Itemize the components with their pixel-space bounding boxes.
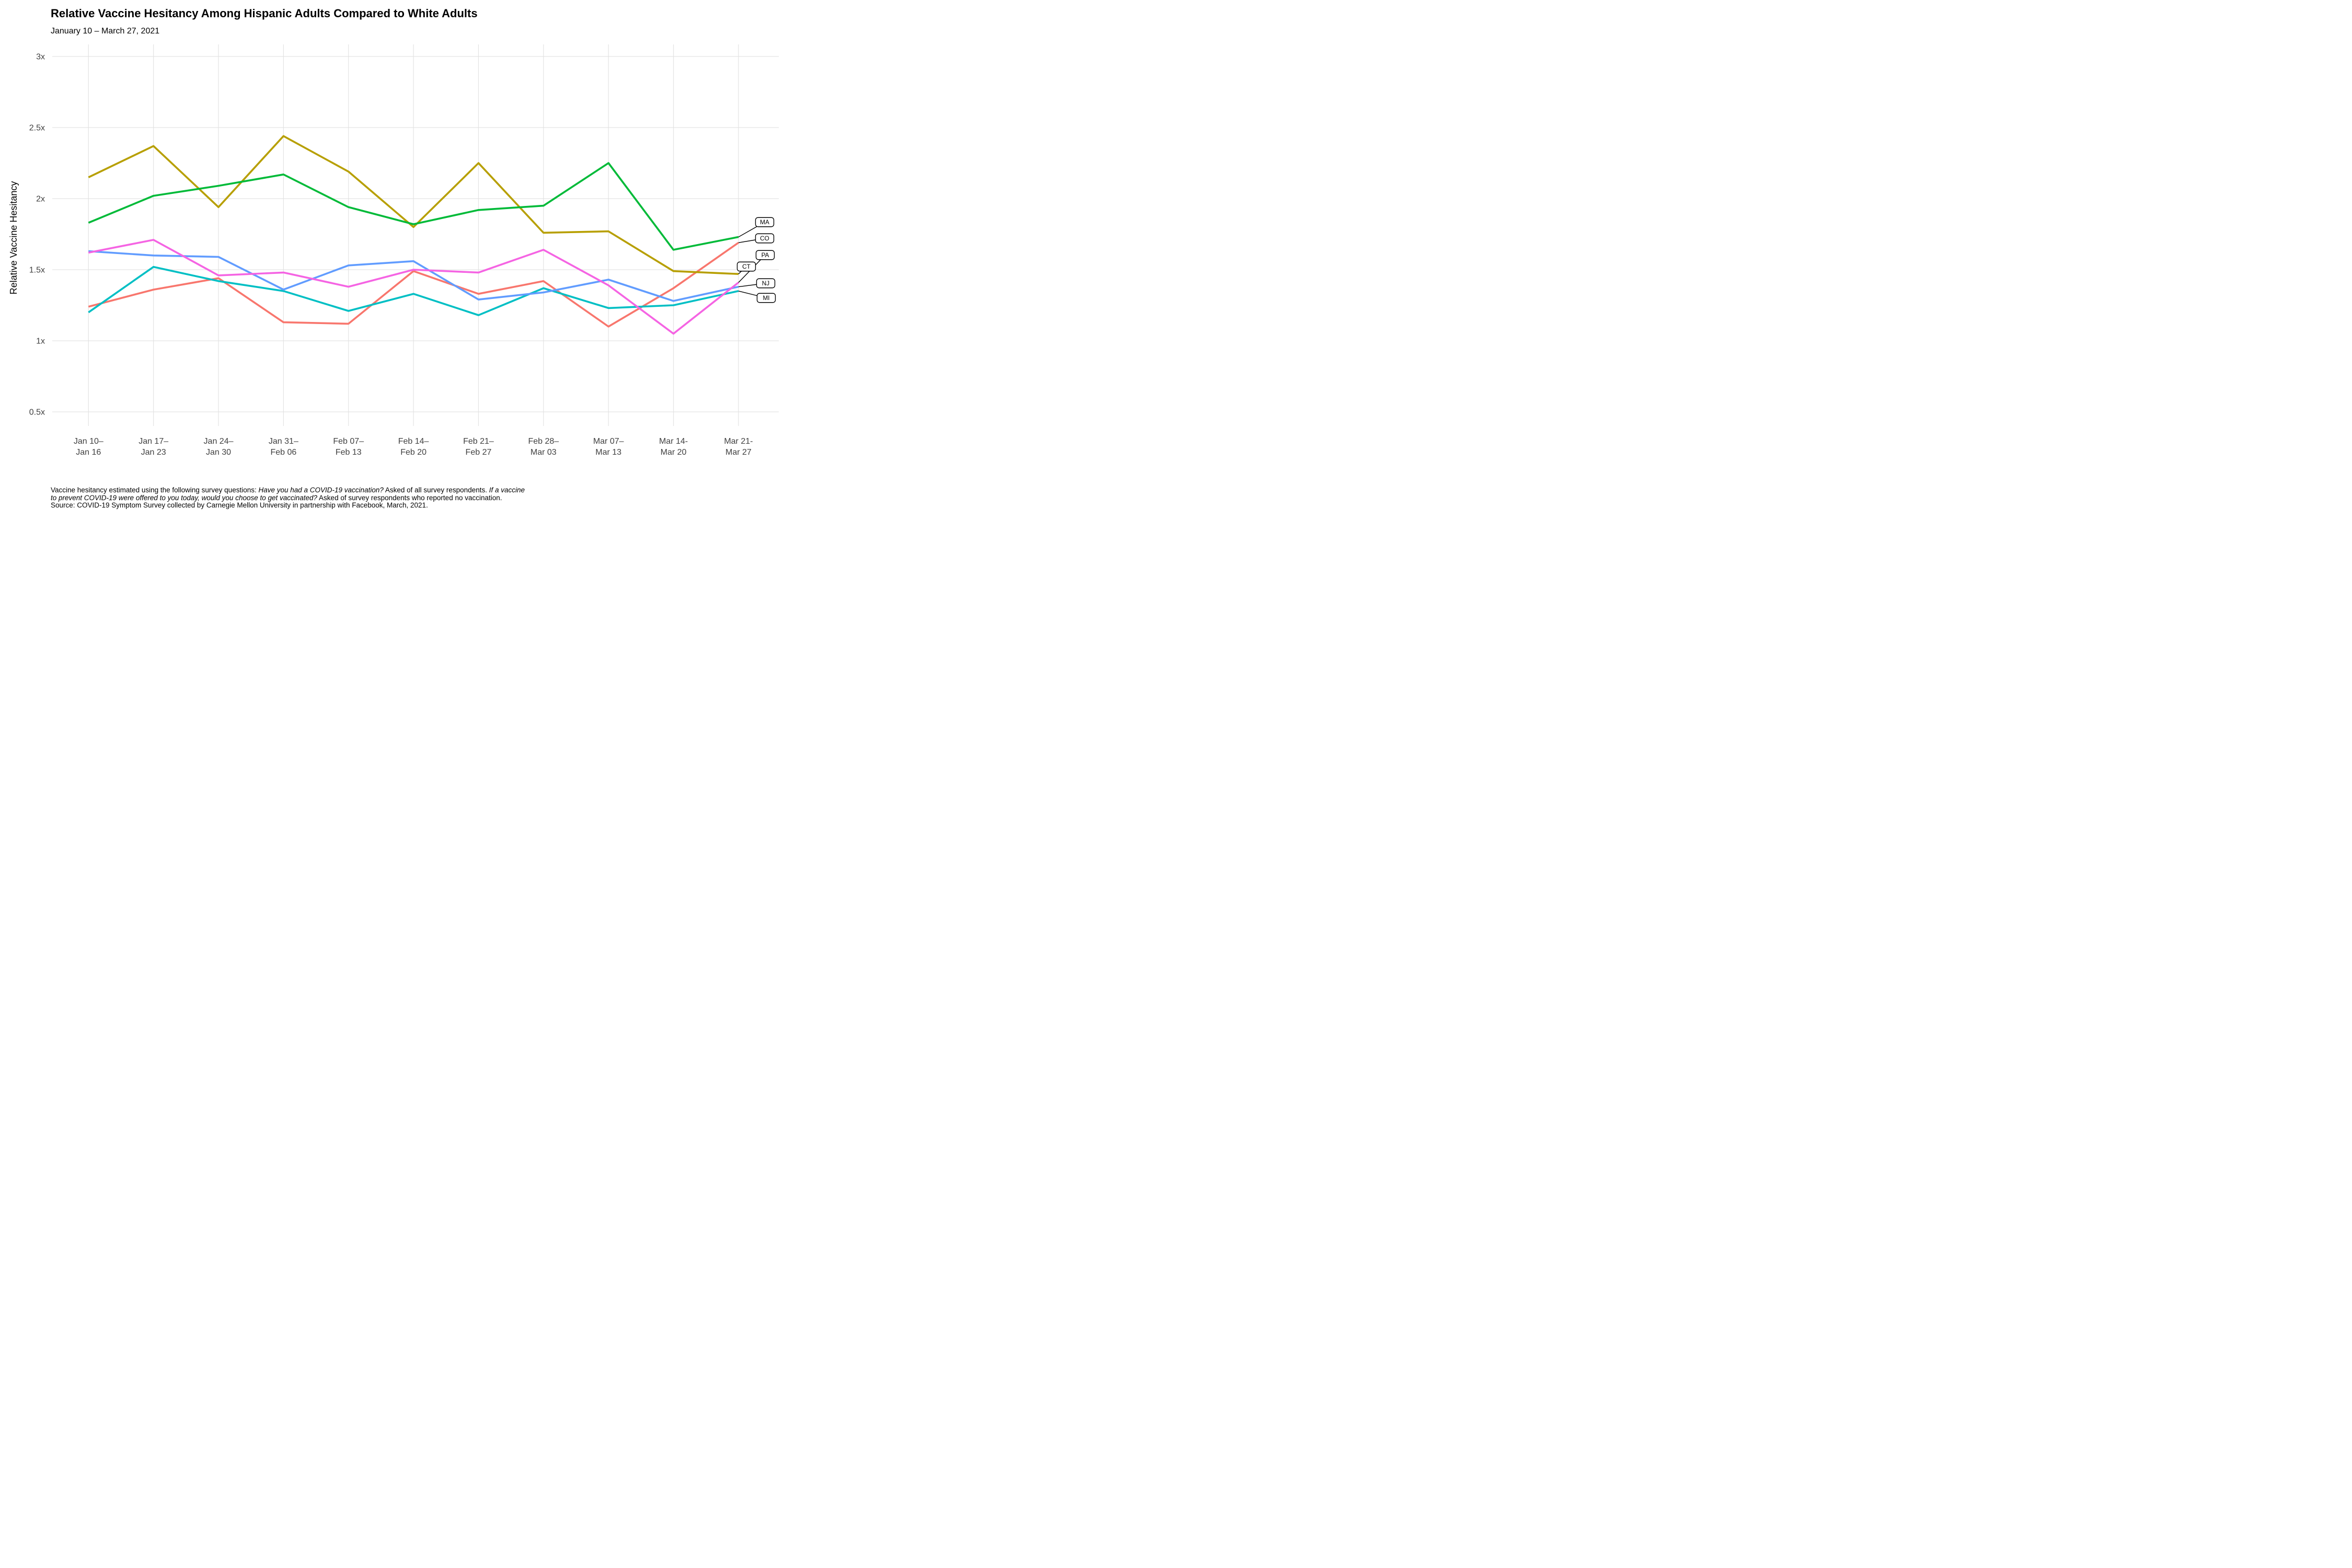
series-line-MI (88, 266, 739, 316)
x-tick-label-line1-10: Mar 14- (659, 437, 688, 446)
page-title: Relative Vaccine Hesitancy Among Hispani… (51, 7, 478, 20)
end-label-text-NJ: NJ (762, 280, 770, 287)
footnote-italic-question-1: Have you had a COVID-19 vaccination? (258, 486, 384, 494)
end-label-text-MI: MI (763, 294, 769, 302)
x-tick-label-line1-8: Feb 28– (528, 437, 559, 446)
x-tick-label-line2-8: Mar 03 (531, 448, 557, 457)
x-tick-label-line2-6: Feb 20 (400, 448, 426, 457)
x-tick-label-line2-9: Mar 13 (595, 448, 621, 457)
x-tick-label-line2-2: Jan 23 (141, 448, 166, 457)
y-tick-label-2.5x: 2.5x (29, 124, 45, 133)
x-tick-label-line1-5: Feb 07– (333, 437, 364, 446)
footnote-line-3 source-line: Source: COVID-19 Symptom Survey collecte… (51, 501, 428, 509)
y-tick-label-1.5x: 1.5x (29, 266, 45, 275)
x-tick-label-line2-11: Mar 27 (725, 448, 752, 457)
series-line-CT (88, 135, 739, 275)
x-tick-label-line2-1: Jan 16 (76, 448, 101, 457)
end-label-text-CT: CT (742, 263, 751, 270)
x-tick-label-line1-7: Feb 21– (463, 437, 494, 446)
end-label-box-PA (755, 250, 775, 260)
series-line-MA (88, 162, 739, 251)
y-tick-label-2x: 2x (36, 195, 45, 204)
line-chart-svg: 3x 2.5x 2x 1.5x 1x 0.5x Jan 10– Jan 16 Jan 17– Ja… (29, 44, 779, 457)
end-label-text-PA: PA (762, 251, 769, 259)
x-tick-label-line2-4: Feb 06 (270, 448, 296, 457)
footnote-italic-question-2-start: If a vaccine (489, 486, 525, 494)
end-label-box-CT (736, 261, 756, 272)
chart-page: 3x 2.5x 2x 1.5x 1x 0.5x Jan 10– Jan 16 Jan 17– Ja… (0, 0, 784, 523)
end-label-text-MA: MA (760, 218, 769, 226)
end-label-box-NJ (756, 278, 776, 289)
x-tick-label-line1-11: Mar 21- (724, 437, 753, 446)
footnote-italic-question-2-end: to prevent COVID-19 were offered to you … (51, 493, 318, 502)
y-tick-label-3x: 3x (36, 53, 45, 62)
x-tick-label-line2-5: Feb 13 (336, 448, 362, 457)
x-tick-label-line1-3: Jan 24– (204, 437, 234, 446)
series-line-PA (88, 239, 740, 335)
page-subtitle: January 10 – March 27, 2021 (51, 27, 160, 36)
y-tick-label-1x: 1x (36, 337, 45, 346)
x-tick-label-line2-3: Jan 30 (206, 448, 231, 457)
series-line-CO (88, 241, 739, 328)
x-tick-label-line2-7: Feb 27 (466, 448, 492, 457)
x-tick-label-line1-4: Jan 31– (269, 437, 298, 446)
end-label-box-MI (756, 293, 776, 303)
footnote: Vaccine hesitancy estimated using the fo… (51, 486, 525, 510)
x-tick-label-line1-1: Jan 10– (74, 437, 103, 446)
x-tick-label-line2-10: Mar 20 (661, 448, 687, 457)
y-axis-title: Relative Vaccine Hesitancy (8, 181, 19, 295)
series-line-NJ (88, 250, 739, 302)
footnote-line-1: Vaccine hesitancy estimated using the fo… (51, 486, 525, 494)
y-tick-label-0.5x: 0.5x (29, 408, 45, 417)
end-label-box-CO (755, 233, 775, 244)
footnote-line-2: to prevent COVID-19 were offered to you … (51, 493, 502, 502)
end-label-box-MA (755, 217, 775, 227)
x-tick-label-line1-9: Mar 07– (593, 437, 624, 446)
end-label-text-CO: CO (760, 235, 769, 242)
x-tick-label-line1-6: Feb 14– (398, 437, 429, 446)
x-tick-label-line1-2: Jan 17– (139, 437, 168, 446)
